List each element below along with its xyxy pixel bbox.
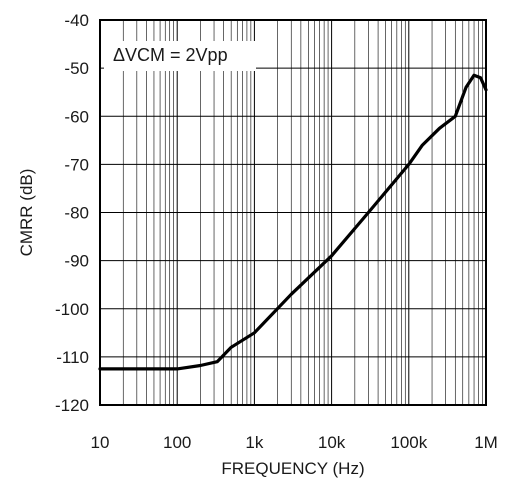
x-tick-label: 10 (91, 433, 110, 452)
cmrr-curve (100, 75, 486, 369)
y-tick-label: -60 (64, 107, 89, 126)
x-tick-label: 100 (163, 433, 191, 452)
y-axis-label: CMRR (dB) (17, 169, 36, 257)
y-tick-label: -70 (64, 155, 89, 174)
y-tick-label: -40 (64, 11, 89, 30)
y-tick-label: -100 (55, 300, 89, 319)
x-tick-label: 10k (318, 433, 346, 452)
series-layer (100, 75, 486, 369)
y-tick-label: -50 (64, 59, 89, 78)
x-tick-labels: 10 100 1k 10k 100k 1M (91, 433, 498, 452)
major-grid (100, 20, 486, 405)
y-tick-label: -110 (56, 348, 89, 367)
x-axis-label: FREQUENCY (Hz) (221, 459, 364, 478)
x-tick-label: 1k (245, 433, 263, 452)
y-tick-label: -90 (64, 252, 89, 271)
x-tick-label: 100k (390, 433, 427, 452)
annotation-delta-vcm: ΔVCM = 2Vpp (113, 45, 228, 65)
x-tick-label: 1M (474, 433, 498, 452)
y-tick-label: -120 (55, 396, 89, 415)
y-tick-labels: -40 -50 -60 -70 -80 -90 -100 -110 -120 (55, 11, 89, 415)
y-tick-label: -80 (64, 204, 89, 223)
